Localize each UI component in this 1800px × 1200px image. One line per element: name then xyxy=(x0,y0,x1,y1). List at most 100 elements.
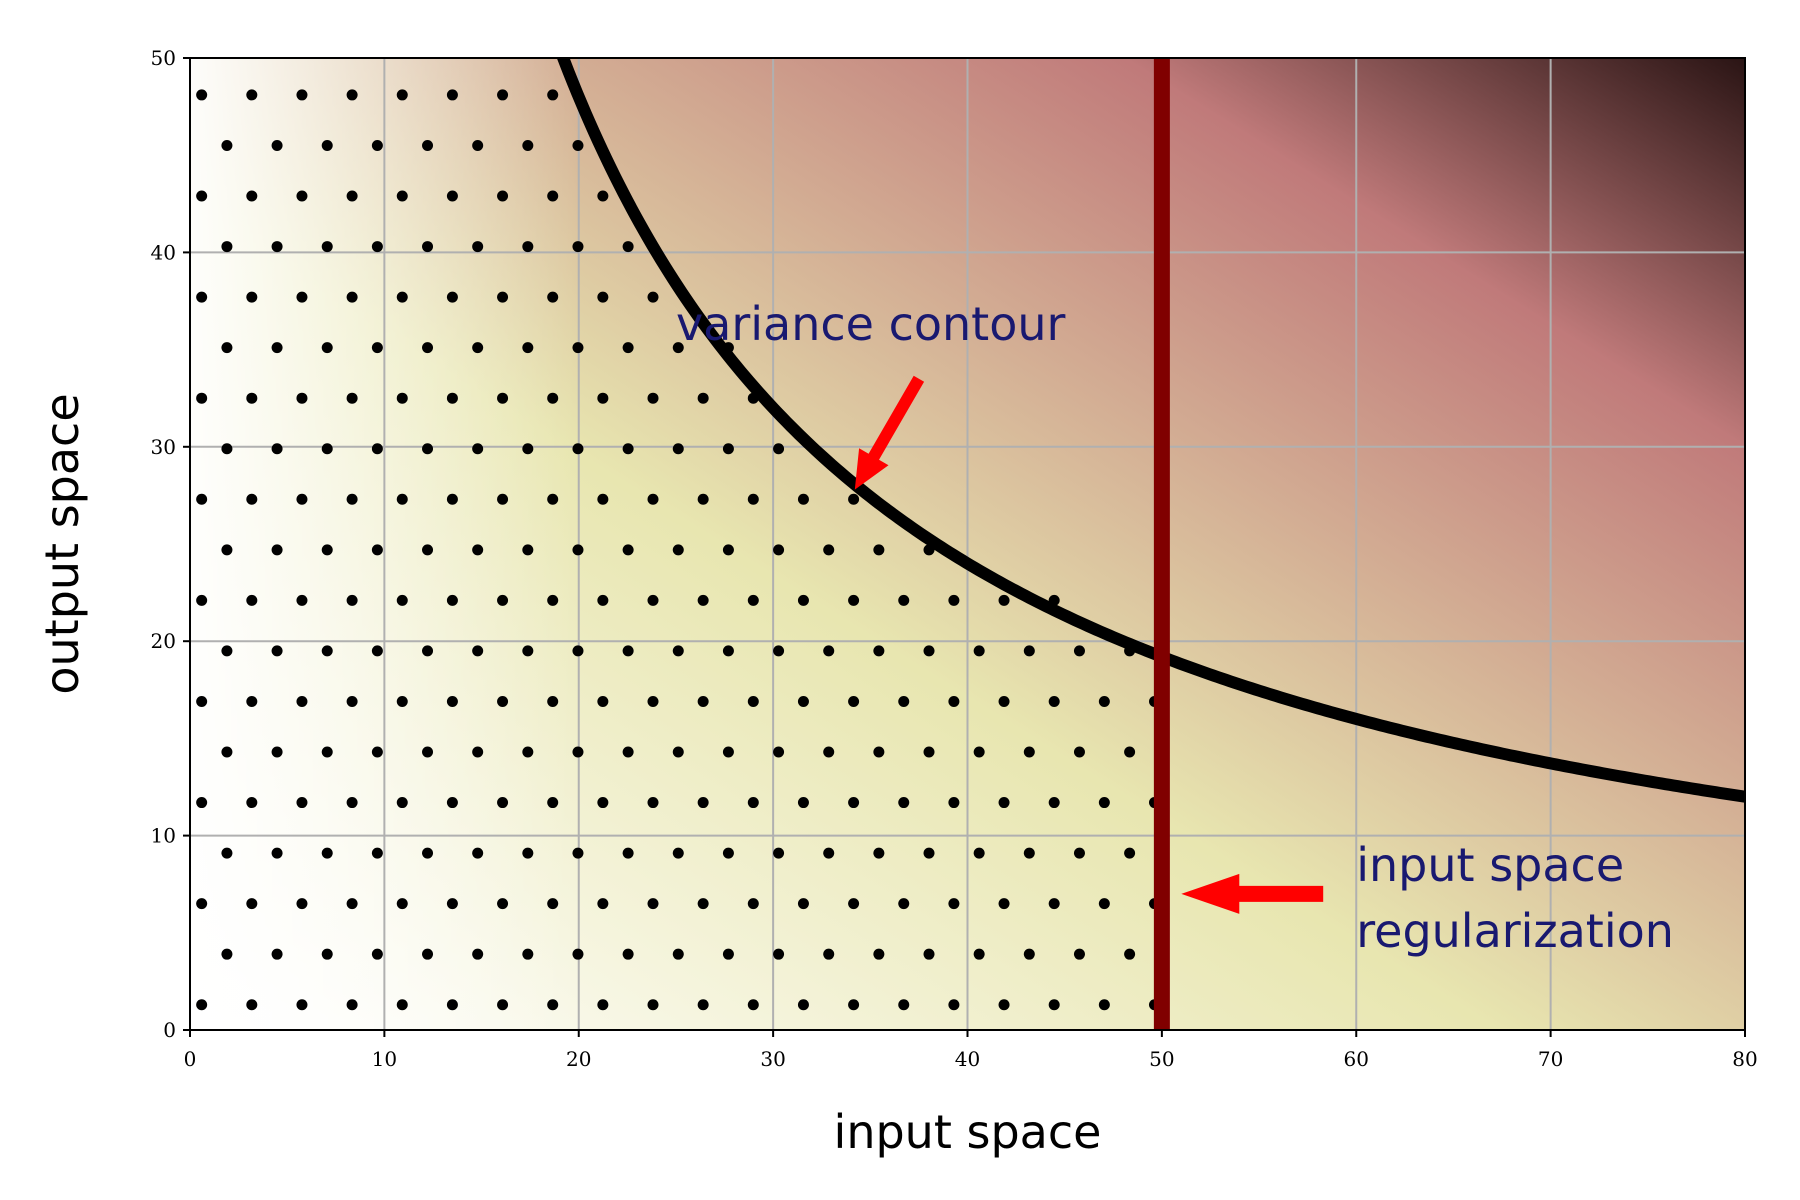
scatter-point xyxy=(446,797,458,809)
scatter-point xyxy=(597,392,609,404)
scatter-point xyxy=(948,797,960,809)
scatter-point xyxy=(597,797,609,809)
scatter-point xyxy=(998,898,1010,910)
scatter-point xyxy=(497,190,509,202)
regularization-label-line-2: regularization xyxy=(1356,904,1674,958)
scatter-point xyxy=(647,695,659,707)
scatter-point xyxy=(547,392,559,404)
scatter-point xyxy=(371,847,383,859)
scatter-point xyxy=(346,190,358,202)
scatter-point xyxy=(848,797,860,809)
scatter-point xyxy=(271,342,283,354)
scatter-point xyxy=(672,948,684,960)
scatter-point xyxy=(848,594,860,606)
scatter-point xyxy=(472,847,484,859)
scatter-point xyxy=(346,594,358,606)
scatter-point xyxy=(246,898,258,910)
scatter-point xyxy=(722,443,734,455)
scatter-point xyxy=(196,291,208,303)
x-tick-label: 20 xyxy=(566,1047,591,1071)
y-tick-label: 20 xyxy=(151,629,176,653)
regularization-arrow-icon xyxy=(1181,873,1324,914)
scatter-point xyxy=(1023,645,1035,657)
scatter-point xyxy=(196,493,208,505)
scatter-point xyxy=(622,342,634,354)
scatter-point xyxy=(446,190,458,202)
scatter-point xyxy=(998,999,1010,1011)
scatter-point xyxy=(1124,948,1136,960)
scatter-point xyxy=(547,898,559,910)
scatter-point xyxy=(396,695,408,707)
scatter-point xyxy=(296,797,308,809)
scatter-point xyxy=(547,797,559,809)
scatter-point xyxy=(948,898,960,910)
scatter-point xyxy=(472,948,484,960)
scatter-point xyxy=(697,695,709,707)
scatter-point xyxy=(823,948,835,960)
scatter-point xyxy=(396,392,408,404)
scatter-point xyxy=(622,948,634,960)
regularization-label-line-1: input space xyxy=(1356,838,1624,892)
scatter-point xyxy=(246,291,258,303)
scatter-point xyxy=(422,443,434,455)
scatter-point xyxy=(346,291,358,303)
scatter-point xyxy=(246,190,258,202)
scatter-point xyxy=(547,594,559,606)
scatter-point xyxy=(572,241,584,253)
scatter-point xyxy=(1098,695,1110,707)
scatter-point xyxy=(597,493,609,505)
scatter-point xyxy=(848,493,860,505)
scatter-point xyxy=(572,948,584,960)
scatter-point xyxy=(597,999,609,1011)
x-tick-label: 10 xyxy=(372,1047,397,1071)
scatter-point xyxy=(396,190,408,202)
scatter-point xyxy=(321,241,333,253)
scatter-point xyxy=(321,544,333,556)
scatter-point xyxy=(797,594,809,606)
scatter-point xyxy=(371,544,383,556)
scatter-point xyxy=(422,645,434,657)
scatter-point xyxy=(1048,695,1060,707)
scatter-point xyxy=(296,89,308,101)
scatter-point xyxy=(296,493,308,505)
scatter-point xyxy=(522,645,534,657)
scatter-point xyxy=(722,948,734,960)
scatter-point xyxy=(647,797,659,809)
scatter-point xyxy=(472,746,484,758)
scatter-point xyxy=(647,898,659,910)
scatter-point xyxy=(396,594,408,606)
variance-contour-label: variance contour xyxy=(676,297,1066,351)
points-layer xyxy=(196,89,1160,1011)
scatter-point xyxy=(622,443,634,455)
scatter-point xyxy=(547,89,559,101)
scatter-point xyxy=(346,898,358,910)
scatter-point xyxy=(246,797,258,809)
scatter-point xyxy=(572,139,584,151)
scatter-point xyxy=(948,695,960,707)
scatter-point xyxy=(547,291,559,303)
scatter-point xyxy=(271,847,283,859)
scatter-point xyxy=(221,948,233,960)
scatter-point xyxy=(597,898,609,910)
scatter-point xyxy=(396,898,408,910)
scatter-point xyxy=(572,746,584,758)
scatter-point xyxy=(672,645,684,657)
scatter-point xyxy=(1098,999,1110,1011)
scatter-point xyxy=(547,493,559,505)
scatter-point xyxy=(422,241,434,253)
scatter-point xyxy=(873,948,885,960)
scatter-point xyxy=(296,999,308,1011)
y-ticks: 0 10 20 30 40 50 xyxy=(151,46,190,1042)
scatter-point xyxy=(1048,999,1060,1011)
scatter-point xyxy=(497,797,509,809)
scatter-point xyxy=(396,89,408,101)
scatter-point xyxy=(973,847,985,859)
scatter-point xyxy=(196,999,208,1011)
scatter-point xyxy=(371,139,383,151)
scatter-point xyxy=(823,544,835,556)
scatter-point xyxy=(196,392,208,404)
scatter-point xyxy=(672,544,684,556)
scatter-point xyxy=(873,544,885,556)
scatter-point xyxy=(1048,797,1060,809)
scatter-point xyxy=(196,695,208,707)
